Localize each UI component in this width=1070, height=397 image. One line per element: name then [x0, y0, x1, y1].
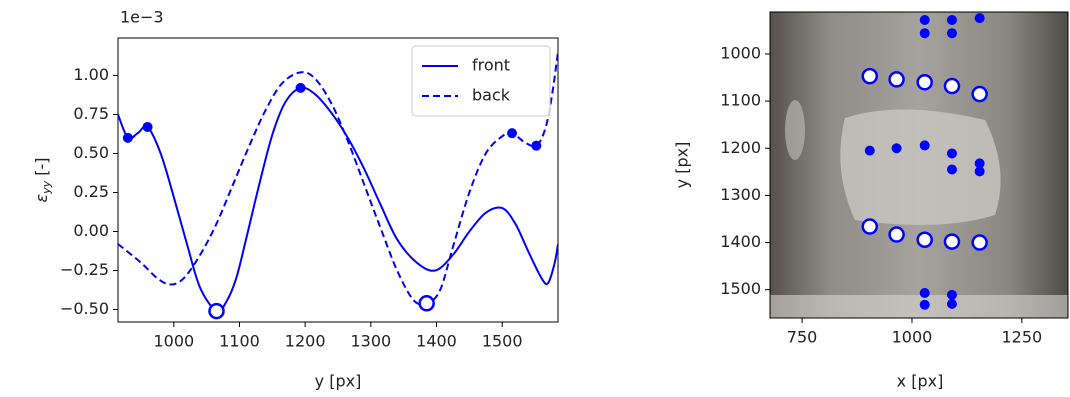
dot [507, 128, 518, 139]
dot [919, 140, 930, 151]
y-tick-label: 0.25 [73, 182, 109, 201]
dot [946, 289, 957, 300]
y-tick-label: 1.00 [73, 65, 109, 84]
y-tick-label: 1200 [720, 138, 761, 157]
open-circle [971, 234, 988, 251]
dot [946, 148, 957, 159]
y-tick-label: 1300 [720, 185, 761, 204]
y-tick-label: 1500 [720, 279, 761, 298]
dot [974, 13, 985, 24]
open-circle [861, 67, 879, 85]
x-tick-label: 750 [787, 328, 818, 347]
x-tick-label: 1200 [285, 332, 326, 351]
dot [891, 143, 902, 154]
dot [919, 288, 930, 299]
y-tick-label: 0.50 [73, 143, 109, 162]
series-line [118, 86, 558, 313]
y-tick-label: 1000 [720, 43, 761, 62]
dot [142, 121, 153, 132]
open-circle [943, 77, 961, 95]
open-circle [943, 233, 961, 250]
axes-frame [117, 37, 559, 323]
y-label-subscript: yy [40, 180, 53, 195]
dot [919, 15, 930, 26]
x-tick-label: 1250 [1001, 328, 1042, 347]
dot [974, 158, 985, 169]
dot [946, 15, 957, 26]
photo [770, 12, 1068, 318]
legend-label: front [472, 56, 510, 75]
y-axis-label: y [px] [673, 142, 692, 189]
x-tick-label: 1500 [482, 332, 523, 351]
axes-frame [769, 11, 1069, 319]
open-circle [208, 302, 225, 320]
x-tick-label: 1000 [892, 328, 933, 347]
open-circle [861, 218, 879, 235]
y-tick-label: −0.50 [60, 299, 109, 318]
open-circle [888, 71, 905, 88]
dot [919, 299, 930, 310]
y-label-unit: [-] [32, 158, 51, 176]
open-circle [916, 74, 933, 91]
y-tick-label: 1400 [720, 232, 761, 251]
y-axis-label: εyy [-] [32, 158, 54, 203]
y-tick-label: 1100 [720, 91, 761, 110]
offset-label: 1e−3 [120, 8, 164, 27]
y-tick-label: 0.75 [73, 104, 109, 123]
dot [295, 82, 306, 93]
x-tick-label: 1300 [350, 332, 391, 351]
open-circle [971, 85, 988, 103]
dot [946, 298, 957, 309]
legend-box [411, 45, 551, 117]
open-circle [916, 231, 933, 248]
dot [864, 145, 875, 156]
dot [974, 166, 985, 177]
dot [946, 28, 957, 39]
dot [122, 132, 133, 143]
dot [531, 140, 542, 151]
x-tick-label: 1100 [219, 332, 260, 351]
y-tick-label: 0.00 [73, 221, 109, 240]
x-tick-label: 1000 [153, 332, 194, 351]
dot [919, 28, 930, 39]
legend-label: back [472, 86, 511, 105]
open-circle [418, 295, 435, 312]
open-circle [888, 226, 905, 243]
x-axis-label: x [px] [897, 372, 944, 391]
y-tick-label: −0.25 [60, 260, 109, 279]
y-label-symbol: ε [32, 193, 51, 202]
x-tick-label: 1400 [416, 332, 457, 351]
dot [946, 164, 957, 175]
x-axis-label: y [px] [315, 372, 362, 391]
